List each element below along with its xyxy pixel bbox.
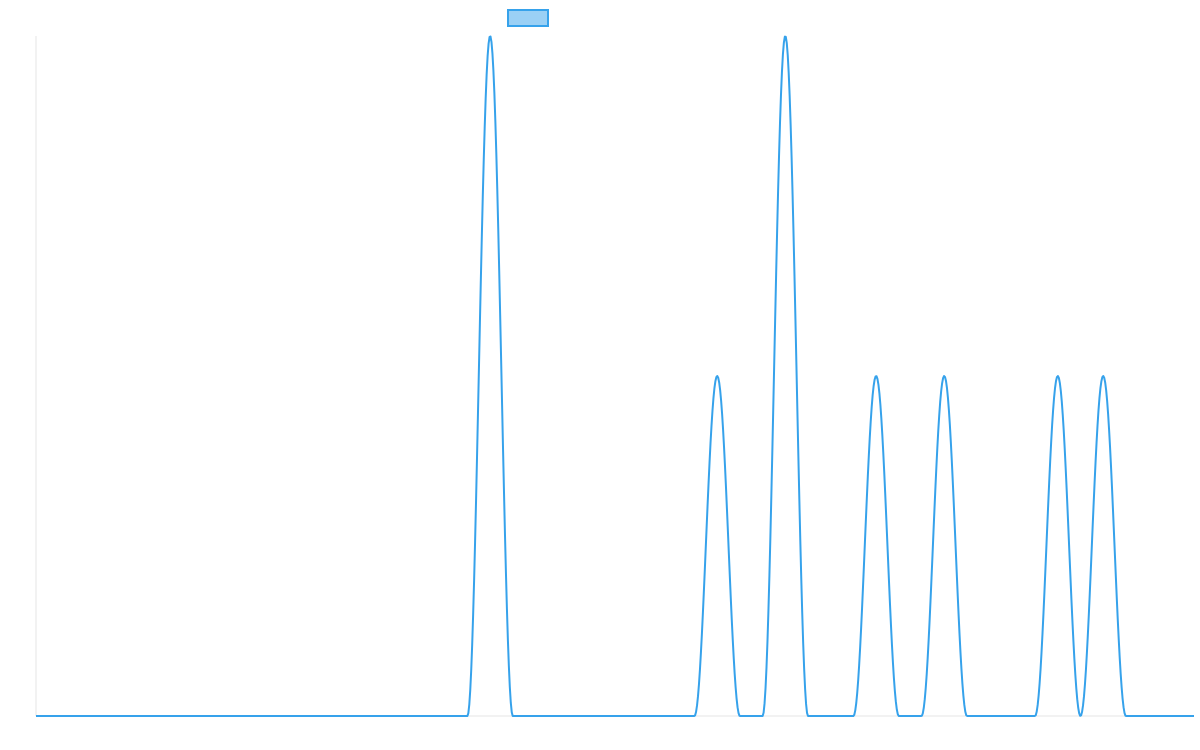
axes [35, 36, 1194, 717]
data-point[interactable] [487, 33, 493, 39]
legend[interactable] [507, 9, 549, 27]
data-point[interactable] [1100, 373, 1106, 379]
data-point[interactable] [873, 373, 879, 379]
series-line[interactable] [35, 35, 1195, 717]
data-point[interactable] [782, 33, 788, 39]
legend-swatch[interactable] [507, 9, 549, 27]
data-point[interactable] [941, 373, 947, 379]
data-point[interactable] [714, 373, 720, 379]
data-point[interactable] [1055, 373, 1061, 379]
series-layer [35, 33, 1195, 717]
